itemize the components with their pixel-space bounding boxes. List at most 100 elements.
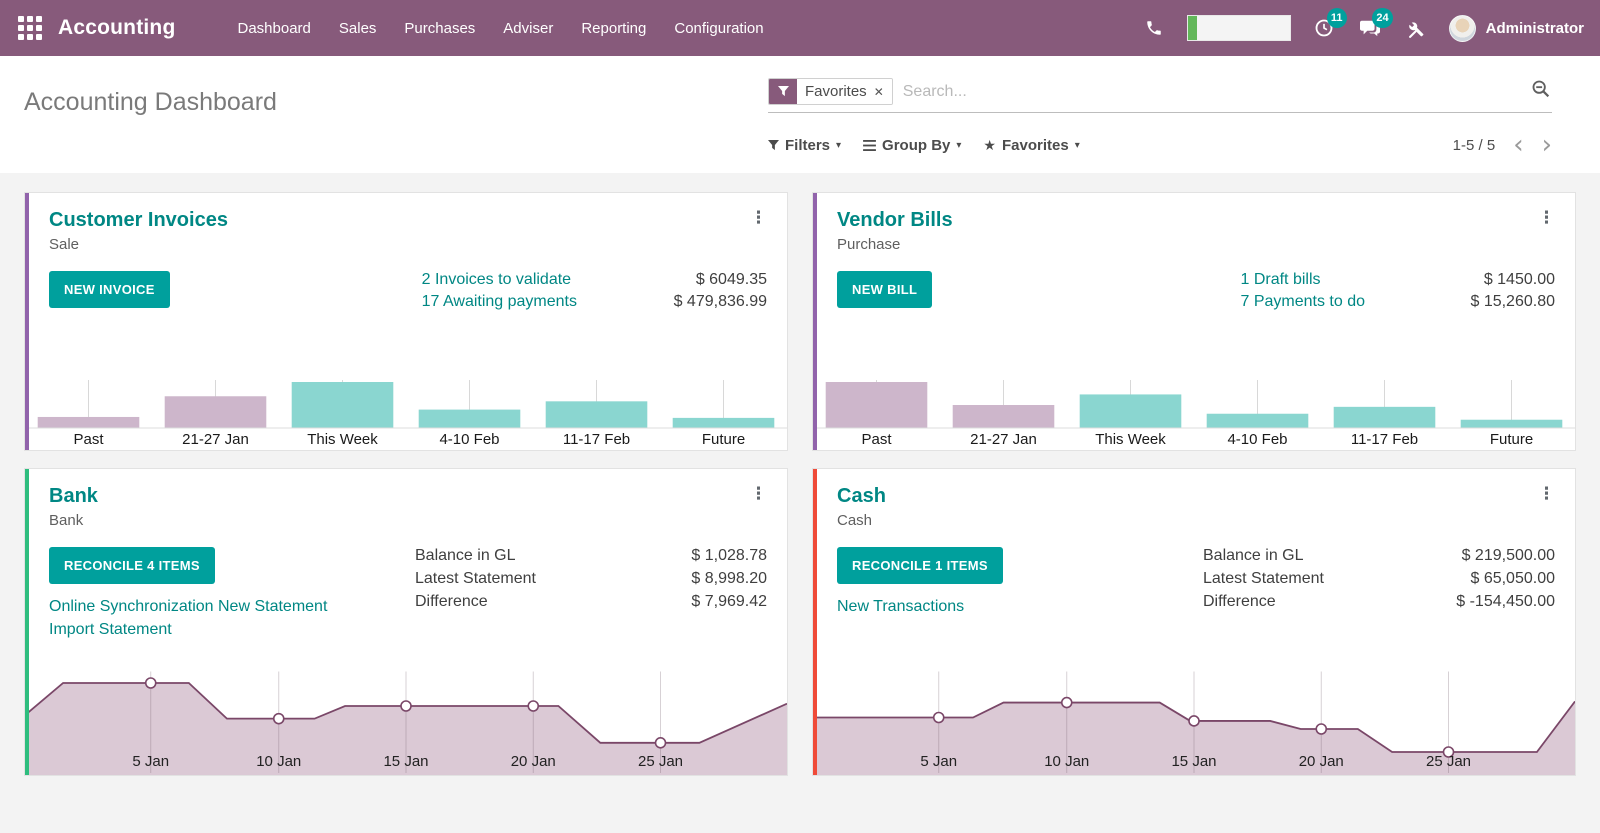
- top-navbar: Accounting Dashboard Sales Purchases Adv…: [0, 0, 1600, 56]
- card-subtitle: Bank: [49, 512, 84, 529]
- pager-range: 1-5 / 5: [1452, 136, 1496, 154]
- card-cash: Cash Cash ⋮ RECONCILE 1 ITEMS New Transa…: [812, 468, 1576, 776]
- svg-text:Future: Future: [1490, 431, 1533, 448]
- menu-reporting[interactable]: Reporting: [581, 19, 647, 37]
- facet-label: Favorites: [805, 83, 867, 100]
- import-statement-link[interactable]: Import Statement: [49, 621, 172, 638]
- card-title[interactable]: Customer Invoices: [49, 209, 228, 231]
- draft-bills-link[interactable]: 1 Draft bills: [1240, 271, 1321, 288]
- phone-icon[interactable]: [1141, 15, 1167, 41]
- search-input[interactable]: [892, 82, 1530, 101]
- new-bill-button[interactable]: NEW BILL: [837, 271, 933, 308]
- card-menu-icon[interactable]: ⋮: [1538, 484, 1555, 503]
- main-menu: Dashboard Sales Purchases Adviser Report…: [224, 0, 778, 56]
- latest-statement-amount: $ 65,050.00: [1470, 570, 1555, 587]
- reconcile-items-button[interactable]: RECONCILE 4 ITEMS: [49, 547, 215, 584]
- search-options-icon[interactable]: [1530, 78, 1552, 105]
- dashboard-grid: Customer Invoices Sale ⋮ NEW INVOICE 2 I…: [0, 173, 1600, 776]
- reconcile-items-button[interactable]: RECONCILE 1 ITEMS: [837, 547, 1003, 584]
- app-title[interactable]: Accounting: [58, 16, 176, 39]
- messages-badge: 24: [1372, 8, 1393, 28]
- online-synchronization-link[interactable]: Online Synchronization: [49, 598, 214, 615]
- apps-menu-icon[interactable]: [18, 16, 42, 40]
- search-facet-favorites: Favorites ✕: [768, 78, 893, 105]
- new-invoice-button[interactable]: NEW INVOICE: [49, 271, 170, 308]
- card-menu-icon[interactable]: ⋮: [750, 208, 767, 227]
- messages-icon[interactable]: 24: [1357, 8, 1393, 41]
- difference-amount: $ 7,969.42: [691, 593, 767, 610]
- latest-statement-label: Latest Statement: [1203, 570, 1324, 587]
- svg-text:15 Jan: 15 Jan: [1171, 753, 1216, 770]
- user-avatar[interactable]: [1448, 14, 1476, 42]
- activities-badge: 11: [1326, 8, 1347, 28]
- systray-timer-widget[interactable]: [1186, 15, 1291, 41]
- chevron-down-icon: ▾: [836, 139, 842, 151]
- svg-text:5 Jan: 5 Jan: [920, 753, 957, 770]
- difference-link[interactable]: Difference: [415, 593, 488, 610]
- search-bar[interactable]: Favorites ✕: [768, 78, 1552, 113]
- card-menu-icon[interactable]: ⋮: [750, 484, 767, 503]
- group-by-lines-icon: [863, 139, 876, 151]
- group-by-dropdown[interactable]: Group By ▾: [863, 137, 961, 154]
- card-title[interactable]: Bank: [49, 485, 98, 507]
- card-title[interactable]: Cash: [837, 485, 886, 507]
- card-menu-icon[interactable]: ⋮: [1538, 208, 1555, 227]
- svg-text:4-10 Feb: 4-10 Feb: [1227, 431, 1287, 448]
- user-name[interactable]: Administrator: [1485, 19, 1584, 37]
- tools-icon[interactable]: [1403, 15, 1429, 41]
- timer-indicator: [1187, 16, 1197, 40]
- card-subtitle: Cash: [837, 512, 873, 529]
- svg-text:15 Jan: 15 Jan: [383, 753, 428, 770]
- card-color-stripe: [25, 193, 29, 450]
- star-icon: ★: [983, 136, 996, 153]
- payments-to-do-link[interactable]: 7 Payments to do: [1240, 293, 1365, 310]
- facet-remove-icon[interactable]: ✕: [873, 84, 884, 99]
- card-color-stripe: [813, 469, 817, 775]
- card-color-stripe: [813, 193, 817, 450]
- payments-to-do-amount: $ 15,260.80: [1470, 293, 1555, 310]
- svg-text:This Week: This Week: [307, 431, 378, 448]
- balance-in-gl-amount: $ 219,500.00: [1461, 547, 1555, 564]
- invoices-to-validate-link[interactable]: 2 Invoices to validate: [421, 271, 572, 288]
- card-color-stripe: [25, 469, 29, 775]
- card-customer-invoices: Customer Invoices Sale ⋮ NEW INVOICE 2 I…: [24, 192, 788, 451]
- menu-dashboard[interactable]: Dashboard: [237, 19, 311, 37]
- menu-configuration[interactable]: Configuration: [674, 19, 764, 37]
- customer-invoices-bar-chart[interactable]: Past 21-27 Jan This Week 4-10 Feb 11-17 Feb F…: [25, 378, 787, 450]
- svg-text:10 Jan: 10 Jan: [256, 753, 301, 770]
- activities-icon[interactable]: 11: [1311, 8, 1347, 41]
- filters-dropdown[interactable]: Filters ▾: [768, 137, 841, 154]
- bank-balance-area-chart[interactable]: 5 Jan 10 Jan 15 Jan 20 Jan 25 Jan: [25, 660, 787, 775]
- menu-purchases[interactable]: Purchases: [404, 19, 476, 37]
- control-panel: Accounting Dashboard Favorites ✕ Filters: [0, 56, 1600, 173]
- awaiting-payments-amount: $ 479,836.99: [673, 293, 767, 310]
- difference-link[interactable]: Difference: [1203, 593, 1276, 610]
- new-statement-link[interactable]: New Statement: [218, 598, 328, 615]
- card-subtitle: Sale: [49, 236, 80, 253]
- vendor-bills-bar-chart[interactable]: Past 21-27 Jan This Week 4-10 Feb 11-17 Feb F…: [813, 378, 1575, 450]
- balance-in-gl-label: Balance in GL: [1203, 547, 1304, 564]
- invoices-to-validate-amount: $ 6049.35: [695, 271, 767, 288]
- awaiting-payments-link[interactable]: 17 Awaiting payments: [421, 293, 577, 310]
- systray: 11 24 Administrator: [1141, 8, 1584, 42]
- favorites-dropdown[interactable]: ★ Favorites ▾: [983, 137, 1079, 154]
- svg-text:4-10 Feb: 4-10 Feb: [439, 431, 499, 448]
- pager-previous-icon[interactable]: ‹: [1513, 130, 1524, 160]
- card-bank: Bank Bank ⋮ RECONCILE 4 ITEMS Online Syn…: [24, 468, 788, 776]
- svg-text:10 Jan: 10 Jan: [1044, 753, 1089, 770]
- menu-sales[interactable]: Sales: [338, 19, 377, 37]
- card-title[interactable]: Vendor Bills: [837, 209, 953, 231]
- balance-in-gl-amount: $ 1,028.78: [691, 547, 767, 564]
- new-transactions-link[interactable]: New Transactions: [837, 598, 965, 615]
- balance-in-gl-label: Balance in GL: [415, 547, 516, 564]
- chevron-down-icon: ▾: [956, 139, 962, 151]
- pager-next-icon[interactable]: ›: [1541, 130, 1552, 160]
- svg-text:5 Jan: 5 Jan: [132, 753, 169, 770]
- menu-adviser[interactable]: Adviser: [503, 19, 554, 37]
- svg-text:This Week: This Week: [1095, 431, 1166, 448]
- svg-text:Past: Past: [861, 431, 892, 448]
- favorites-label: Favorites: [1001, 136, 1069, 154]
- cash-balance-area-chart[interactable]: 5 Jan 10 Jan 15 Jan 20 Jan 25 Jan: [813, 660, 1575, 775]
- card-vendor-bills: Vendor Bills Purchase ⋮ NEW BILL 1 Draft…: [812, 192, 1576, 451]
- card-subtitle: Purchase: [837, 236, 901, 253]
